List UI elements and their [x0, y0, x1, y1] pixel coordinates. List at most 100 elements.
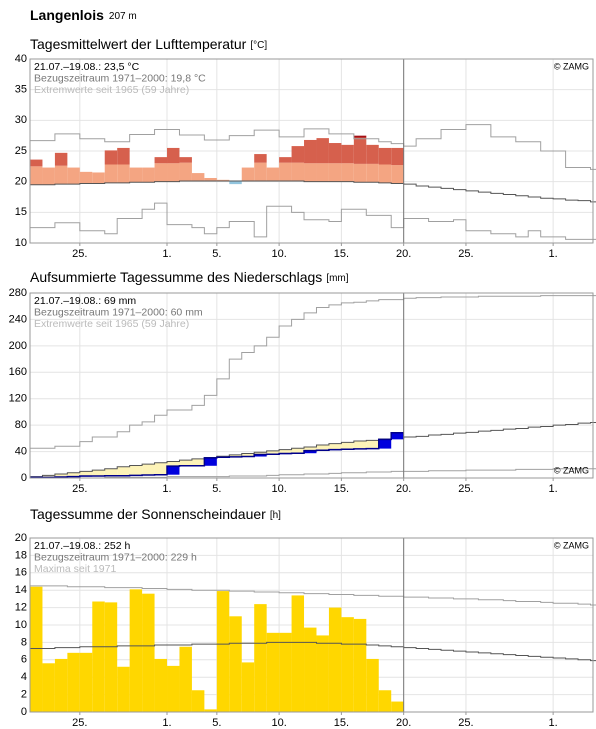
bar [42, 663, 55, 712]
bar-segment [341, 144, 354, 164]
bar-segment [179, 162, 192, 182]
x-tick-label: 25. [72, 483, 87, 495]
altitude: 207 m [109, 11, 137, 22]
x-tick-label: 1. [549, 483, 558, 495]
deficit-area [54, 474, 68, 478]
info-text: Bezugszeitraum 1971–2000: 19,8 °C [34, 72, 206, 84]
deficit-area [179, 460, 192, 466]
max-line [30, 295, 596, 449]
bar [129, 589, 143, 712]
bar [67, 652, 80, 712]
bar [30, 586, 43, 712]
chart-title: Aufsummierte Tagessumme des Niederschlag… [30, 269, 349, 285]
bar-segment [254, 154, 267, 163]
y-tick-label: 160 [9, 366, 27, 378]
x-tick-label: 25. [72, 248, 87, 260]
bar-segment [216, 179, 230, 182]
unit: [°C] [250, 40, 267, 51]
bar [266, 632, 280, 712]
bar [216, 591, 230, 712]
y-tick-label: 35 [15, 84, 27, 96]
source: © ZAMG [554, 465, 589, 475]
min-line [30, 202, 596, 240]
bar-segment [341, 163, 354, 182]
y-tick-label: 0 [21, 472, 27, 484]
bar-segment [279, 157, 292, 163]
title-text: Tagesmittelwert der Lufttemperatur [30, 36, 247, 52]
bar-segment [353, 137, 367, 164]
x-tick-label: 1. [162, 717, 171, 729]
x-tick-label: 15. [334, 248, 349, 260]
deficit-area [104, 468, 118, 476]
normal-line [30, 180, 596, 203]
chart: Tagesmittelwert der Lufttemperatur [°C] 10… [15, 36, 596, 260]
y-tick-label: 10 [15, 237, 27, 249]
bar-segment [378, 164, 392, 183]
y-tick-label: 40 [15, 53, 27, 65]
bar [241, 662, 255, 712]
bar-segment [117, 147, 130, 165]
bar-segment [254, 162, 267, 182]
x-tick-label: 10. [271, 717, 286, 729]
deficit-area [42, 475, 55, 478]
deficit-area [366, 440, 379, 449]
deficit-area [229, 454, 242, 457]
bar [316, 635, 329, 712]
station-name: Langenlois [30, 7, 104, 23]
x-tick-label: 5. [212, 717, 221, 729]
bar-segment [353, 163, 367, 183]
y-tick-label: 10 [15, 619, 27, 631]
bar-segment [366, 163, 379, 183]
bar-segment [279, 162, 292, 182]
bar [366, 658, 379, 712]
info-text: 21.07.–19.08.: 252 h [34, 540, 130, 552]
bar-segment [291, 146, 305, 163]
y-tick-label: 240 [9, 313, 27, 325]
bar [79, 652, 93, 712]
info-text: 21.07.–19.08.: 23,5 °C [34, 61, 140, 73]
plot-border [29, 58, 594, 244]
y-tick-label: 2 [21, 689, 27, 701]
x-tick-label: 25. [458, 717, 473, 729]
deficit-area [117, 466, 130, 476]
y-tick-label: 20 [15, 176, 27, 188]
bar-segment [167, 163, 180, 182]
bar-segment [316, 163, 329, 182]
deficit-area [92, 470, 105, 477]
x-tick-label: 10. [271, 248, 286, 260]
bar-segment [92, 172, 105, 184]
bar-segment [378, 147, 392, 165]
bar-segment [167, 147, 180, 164]
bar [167, 466, 180, 475]
y-tick-label: 18 [15, 549, 27, 561]
y-tick-label: 14 [15, 584, 27, 596]
header: Langenlois 207 m [30, 7, 137, 23]
deficit-area [316, 444, 329, 451]
y-tick-label: 80 [15, 419, 27, 431]
bar-segment [142, 167, 155, 183]
bar [341, 617, 354, 712]
bar [391, 701, 404, 712]
bar-segment [104, 150, 118, 165]
bar-segment [67, 167, 80, 185]
x-tick-label: 25. [458, 248, 473, 260]
bar [117, 666, 130, 712]
bar [304, 627, 317, 712]
deficit-area [279, 449, 292, 454]
bar [304, 450, 317, 454]
y-tick-label: 25 [15, 145, 27, 157]
chart-title: Tagesmittelwert der Lufttemperatur [°C] [30, 36, 267, 52]
bar [254, 454, 267, 457]
chart-title: Tagessumme der Sonnenscheindauer [h] [30, 506, 281, 522]
deficit-area [142, 464, 155, 476]
title-text: Tagessumme der Sonnenscheindauer [30, 506, 266, 522]
bar-segment [117, 164, 130, 183]
y-tick-label: 20 [15, 532, 27, 544]
bar-segment [316, 138, 329, 164]
bar-segment [304, 163, 317, 182]
deficit-area [241, 453, 255, 457]
bar [328, 607, 342, 712]
bar [104, 602, 118, 712]
bar-segment [366, 144, 379, 164]
